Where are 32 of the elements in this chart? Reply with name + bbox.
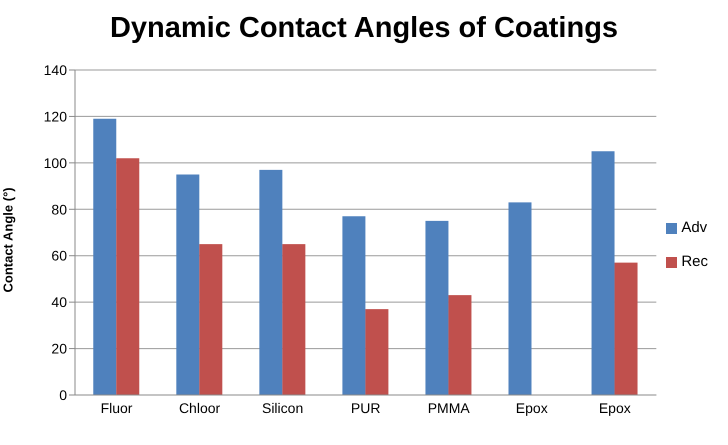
bar (365, 309, 388, 395)
bar (116, 158, 140, 395)
bar (508, 202, 532, 395)
bar (199, 244, 222, 395)
y-tick-label: 0 (59, 386, 68, 403)
x-tick-label: Epox (598, 400, 631, 416)
legend-label: Rec (681, 253, 708, 270)
bar (259, 170, 282, 395)
y-axis-title: Contact Angle (°) (0, 187, 16, 292)
y-tick-label: 20 (51, 340, 68, 357)
y-tick-label: 100 (44, 154, 68, 171)
bar (592, 151, 615, 395)
bar (614, 262, 638, 395)
bar (448, 295, 472, 395)
x-tick-label: PMMA (428, 400, 470, 416)
x-tick-label: Fluor (100, 400, 133, 416)
legend-label: Adv (681, 219, 708, 236)
y-tick-label: 40 (51, 294, 68, 310)
x-tick-label: Epox (516, 400, 548, 416)
y-tick-label: 120 (44, 108, 68, 124)
x-tick-label: Silicon (262, 400, 304, 416)
bar (176, 174, 200, 395)
y-tick-label: 80 (51, 201, 68, 218)
chart-title: Dynamic Contact Angles of Coatings (108, 12, 620, 45)
bar (425, 220, 448, 395)
y-tick-label: 60 (51, 248, 68, 264)
y-tick-label: 140 (44, 62, 68, 78)
bar (342, 216, 366, 395)
x-tick-label: Chloor (178, 400, 221, 416)
bar (93, 118, 116, 395)
x-tick-label: PUR (350, 400, 380, 416)
bar (282, 244, 306, 395)
